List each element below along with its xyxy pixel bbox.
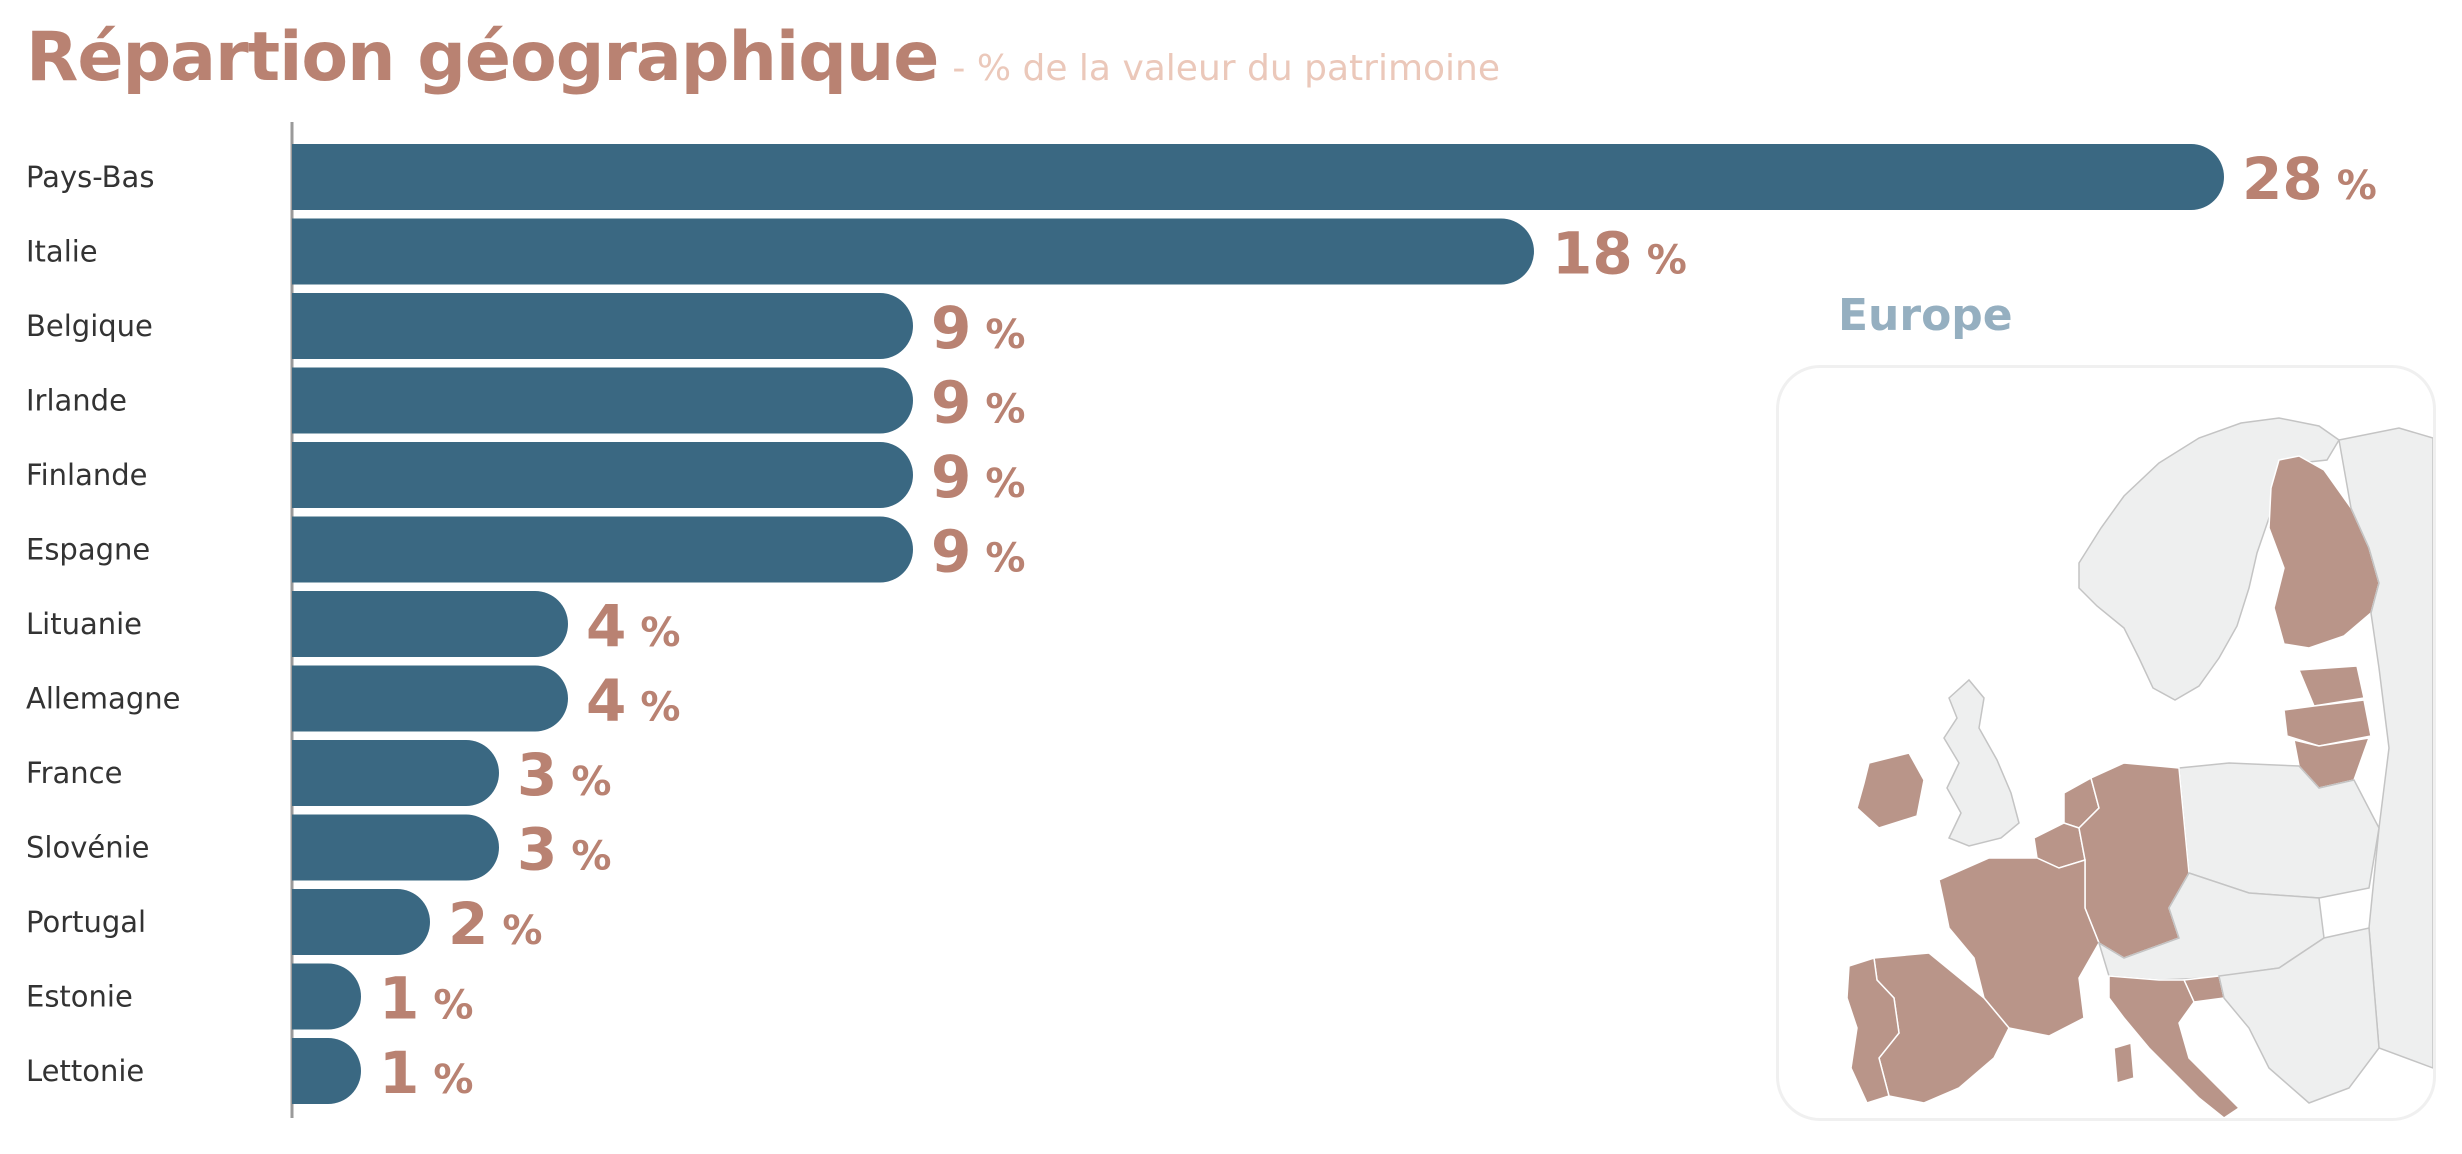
- bar-italie: [292, 218, 1534, 285]
- value-label-pays-bas: 28%: [2242, 145, 2377, 213]
- bar-irlande: [292, 367, 914, 434]
- category-label-italie: Italie: [26, 235, 98, 269]
- map-east: [2338, 427, 2433, 1069]
- category-label-lettonie: Lettonie: [26, 1054, 144, 1088]
- bar-lettonie: [292, 1038, 361, 1104]
- value-label-lettonie: 1%: [379, 1039, 473, 1107]
- value-label-estonie: 1%: [379, 965, 473, 1033]
- bar-portugal: [292, 889, 430, 955]
- europe-map: [1846, 417, 2433, 1118]
- bar-finlande: [292, 442, 913, 508]
- category-label-irlande: Irlande: [26, 384, 127, 418]
- value-label-slovenie: 3%: [517, 816, 611, 884]
- map-title: Europe: [1838, 290, 2013, 341]
- bar-belgique: [292, 293, 913, 359]
- value-label-irlande: 9%: [931, 369, 1025, 437]
- value-label-lituanie: 4%: [586, 592, 680, 660]
- map-portugal: [1846, 957, 1900, 1104]
- value-label-belgique: 9%: [931, 294, 1025, 362]
- category-label-belgique: Belgique: [26, 309, 153, 343]
- value-label-finlande: 9%: [931, 443, 1025, 511]
- value-label-portugal: 2%: [448, 890, 542, 958]
- map-france: [1938, 857, 2100, 1037]
- value-label-france: 3%: [517, 741, 611, 809]
- map-poland: [2178, 762, 2380, 899]
- category-label-portugal: Portugal: [26, 905, 146, 939]
- map-estonia: [2297, 665, 2365, 707]
- chart-header: Répartion géographique - % de la valeur d…: [26, 18, 1500, 97]
- bar-pays-bas: [292, 144, 2224, 210]
- bar-estonie: [292, 963, 361, 1030]
- category-label-espagne: Espagne: [26, 533, 150, 567]
- category-label-france: France: [26, 756, 122, 790]
- category-label-slovenie: Slovénie: [26, 831, 150, 865]
- map-ireland: [1856, 752, 1925, 829]
- bar-slovenie: [292, 814, 500, 881]
- map-sardinia: [2113, 1042, 2135, 1084]
- chart-title: Répartion géographique: [26, 18, 939, 97]
- map-finland: [2268, 455, 2380, 649]
- category-label-pays-bas: Pays-Bas: [26, 160, 154, 194]
- map-latvia: [2283, 699, 2372, 747]
- category-label-finlande: Finlande: [26, 458, 147, 492]
- bars-group: Pays-Bas 28 % Italie 18 % Belgique 9 % Irlande 9 % F…: [26, 144, 2377, 1107]
- map-uk: [1943, 678, 2020, 847]
- map-germany: [2078, 762, 2190, 959]
- value-label-espagne: 9%: [931, 518, 1025, 586]
- europe-map-card: [1776, 365, 2436, 1121]
- value-label-allemagne: 4%: [586, 667, 680, 735]
- bar-lituanie: [292, 591, 568, 657]
- bar-france: [292, 740, 499, 806]
- chart-subtitle: - % de la valeur du patrimoine: [952, 48, 1501, 89]
- category-label-lituanie: Lituanie: [26, 607, 142, 641]
- bar-allemagne: [292, 665, 568, 732]
- category-label-allemagne: Allemagne: [26, 682, 180, 716]
- bar-espagne: [292, 516, 914, 583]
- map-italy: [2108, 975, 2241, 1118]
- category-label-estonie: Estonie: [26, 980, 133, 1014]
- map-balkans: [2218, 927, 2380, 1104]
- value-label-italie: 18%: [1552, 220, 1687, 288]
